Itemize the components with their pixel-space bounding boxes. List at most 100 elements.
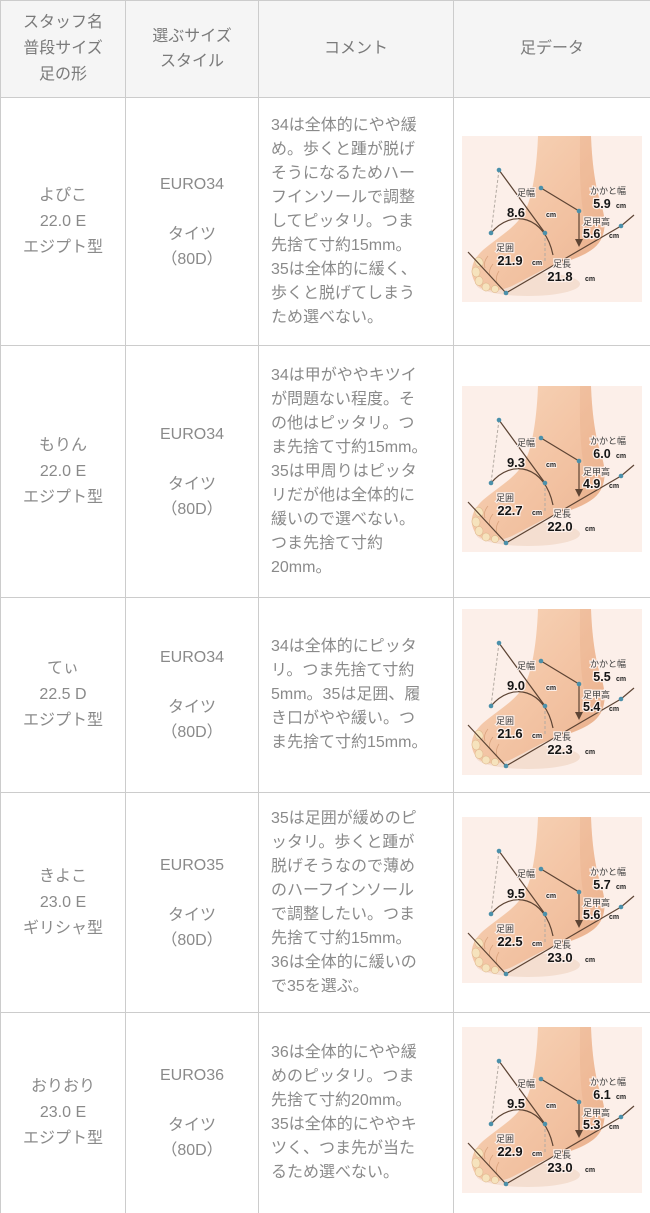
length-value: 22.0 <box>547 519 572 534</box>
girth-label: 足囲 <box>496 1134 514 1144</box>
foot-shading <box>566 135 605 261</box>
staff-name-text: てぃ 22.5 D エジプト型 <box>22 660 103 729</box>
toenail <box>491 758 499 766</box>
instep-label: 足甲高 <box>583 216 610 227</box>
staff-name-text: よぴこ 22.0 E エジプト型 <box>22 186 103 256</box>
heel-width-value: 5.7 <box>593 878 610 892</box>
measure-dot <box>496 1058 502 1064</box>
foot-shape <box>471 1027 605 1182</box>
chosen-size-cell: EURO34 タイツ （80D） <box>126 346 259 598</box>
header-foot-data: 足データ <box>454 1 650 98</box>
length-unit: cm <box>585 526 595 533</box>
measure-dot <box>496 848 502 853</box>
foot-data-cell: 足幅 9.3 cm かかと幅 6.0 cm 足甲高 4.9 cm 足囲 22.7… <box>454 346 650 598</box>
table-row: てぃ 22.5 D エジプト型 EURO34 タイツ （80D） 34は全体的に… <box>1 598 650 793</box>
length-value: 23.0 <box>547 1160 572 1175</box>
heel-width-label: かかと幅 <box>590 185 626 196</box>
chosen-size-text: EURO35 タイツ （80D） <box>159 856 225 949</box>
staff-name-cell: きよこ 23.0 E ギリシャ型 <box>1 793 126 1013</box>
girth-unit: cm <box>532 260 542 267</box>
girth-arc <box>490 898 554 936</box>
header-staff-name: スタッフ名 普段サイズ 足の形 <box>1 1 126 98</box>
measure-dot <box>542 230 548 235</box>
chosen-size-text: EURO34 タイツ （80D） <box>159 649 225 741</box>
heel-width-label: かかと幅 <box>590 658 626 669</box>
heel-tick-line <box>620 214 635 226</box>
staff-name-text: おりおり 23.0 E エジプト型 <box>22 1078 103 1147</box>
instep-arrow <box>575 488 583 497</box>
instep-value: 5.3 <box>583 1118 600 1132</box>
girth-unit: cm <box>532 1151 542 1158</box>
measure-dot <box>542 480 548 485</box>
width-label: 足幅 <box>517 187 535 198</box>
girth-label: 足囲 <box>496 493 514 503</box>
width-value: 9.0 <box>507 678 525 693</box>
length-line <box>505 905 622 975</box>
length-line <box>505 474 622 544</box>
heel-tick-line <box>620 1105 635 1118</box>
girth-arc <box>490 1109 554 1147</box>
foot-shape <box>471 385 605 540</box>
length-unit: cm <box>585 1167 595 1174</box>
instep-arrow <box>575 919 583 928</box>
comment-text: 35は足囲が緩めのピッタリ。歩くと踵が脱げそうなので薄めのハーフインソールで調整… <box>271 809 417 995</box>
heel-width-value: 6.1 <box>593 1088 610 1102</box>
instep-unit: cm <box>609 233 619 240</box>
instep-arrow <box>575 238 583 247</box>
heel-width-label: かかと幅 <box>590 1076 626 1087</box>
staff-name-text: きよこ 23.0 E ギリシャ型 <box>22 867 103 937</box>
toenail <box>491 534 499 543</box>
toe-tick-line <box>467 501 507 543</box>
foot-measurement-diagram: 足幅 9.5 cm かかと幅 5.7 cm 足甲高 5.6 cm 足囲 22.5… <box>462 816 642 983</box>
length-line <box>505 224 622 294</box>
length-line <box>505 698 622 767</box>
heel-width-unit: cm <box>616 676 626 683</box>
foot-shape <box>471 135 605 290</box>
chosen-size-cell: EURO36 タイツ （80D） <box>126 1013 259 1213</box>
girth-unit: cm <box>532 510 542 517</box>
girth-value: 21.6 <box>497 726 522 741</box>
measure-dot <box>503 763 509 769</box>
measure-dot <box>618 473 624 478</box>
chosen-size-cell: EURO35 タイツ （80D） <box>126 793 259 1013</box>
width-label: 足幅 <box>517 437 535 448</box>
toenail <box>474 956 484 967</box>
heel-width-unit: cm <box>616 1094 626 1101</box>
toe-tick-line <box>467 724 507 767</box>
toe-tick-line <box>467 251 507 293</box>
heel-width-line <box>540 867 580 893</box>
toenail <box>474 525 484 536</box>
foot-shading <box>566 385 605 511</box>
staff-name-cell: おりおり 23.0 E エジプト型 <box>1 1013 126 1213</box>
width-unit: cm <box>546 462 556 469</box>
measure-dot <box>488 911 494 916</box>
guide-line <box>490 419 500 483</box>
instep-unit: cm <box>609 706 619 713</box>
foot-shading <box>566 1027 605 1152</box>
staff-name-cell: もりん 22.0 E エジプト型 <box>1 346 126 598</box>
instep-unit: cm <box>609 1124 619 1131</box>
foot-shape <box>471 816 605 971</box>
girth-arc <box>490 467 554 505</box>
measure-dot <box>542 1121 548 1127</box>
comment-cell: 34は全体的にやや緩め。歩くと踵が脱げそうになるためハーフインソールで調整してピ… <box>259 98 454 346</box>
width-label: 足幅 <box>517 868 535 879</box>
toe-tick-line <box>467 932 507 974</box>
girth-label: 足囲 <box>496 716 514 726</box>
length-line <box>505 1116 622 1185</box>
toenail <box>481 1173 491 1183</box>
instep-arrow <box>575 1130 583 1138</box>
measure-dot <box>488 1121 494 1127</box>
table-row: おりおり 23.0 E エジプト型 EURO36 タイツ （80D） 36は全体… <box>1 1013 650 1213</box>
guide-line <box>490 642 500 707</box>
length-label: 足長 <box>553 259 571 269</box>
measure-dot <box>496 640 502 646</box>
instep-value: 5.6 <box>583 227 600 241</box>
table-header-row: スタッフ名 普段サイズ 足の形 選ぶサイズ スタイル コメント 足データ <box>1 1 650 98</box>
measure-dot <box>576 681 582 687</box>
width-line <box>498 419 546 483</box>
toenail <box>491 284 499 293</box>
foot-measurement-diagram: 足幅 8.6 cm かかと幅 5.9 cm 足甲高 5.6 cm 足囲 21.9… <box>462 135 642 302</box>
toe-tick-line <box>467 1142 507 1185</box>
heel-width-value: 5.5 <box>593 670 610 684</box>
